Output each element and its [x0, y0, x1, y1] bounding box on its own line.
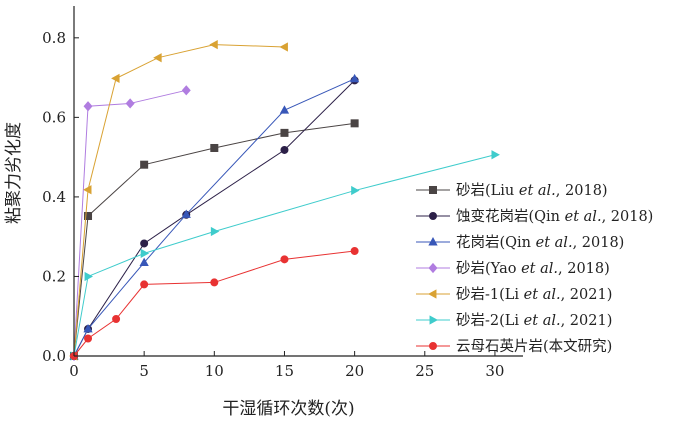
x-tick-label: 15 [275, 362, 294, 380]
legend-marker [428, 341, 437, 350]
legend-item-1: 砂岩(Liu et al., 2018) [416, 182, 608, 199]
data-point-s4-3 [125, 98, 135, 109]
series-7 [70, 246, 359, 360]
data-point-s2-3 [140, 239, 149, 248]
y-tick-label: 0.6 [42, 108, 66, 126]
plot-area [69, 39, 500, 362]
data-point-s6-6 [491, 150, 500, 160]
data-point-s5-5 [209, 39, 218, 50]
series-line-6 [73, 154, 496, 357]
series-line-7 [73, 250, 355, 357]
legend-marker [428, 185, 437, 194]
series-line-4 [73, 89, 187, 357]
data-point-s3-6 [349, 73, 360, 83]
data-point-s1-2 [84, 211, 93, 220]
data-point-s3-4 [181, 209, 191, 218]
data-point-s5-3 [111, 73, 120, 84]
legend-marker [428, 289, 437, 299]
legend-label: 砂岩-1(Li et al., 2021) [456, 286, 612, 303]
x-tick-label: 10 [205, 362, 224, 380]
data-point-s2-5 [280, 145, 289, 154]
x-tick-label: 30 [485, 362, 504, 380]
axes: 0 5 10 15 20 25 30 0.0 0.2 0.4 0.6 0.8 干湿循环次数(次) 粘聚力劣… [4, 6, 523, 419]
legend-label: 砂岩-2(Li et al., 2021) [456, 312, 612, 329]
series-6 [70, 150, 500, 361]
data-point-s4-4 [181, 85, 191, 96]
data-point-s1-3 [140, 160, 149, 169]
y-axis-title: 粘聚力劣化度 [4, 122, 24, 224]
data-point-s3-3 [139, 257, 149, 266]
data-point-s5-4 [153, 53, 162, 63]
legend-marker [428, 262, 438, 274]
data-point-s7-3 [112, 315, 121, 324]
legend-item-2: 蚀变花岗岩(Qin et al., 2018) [416, 208, 653, 225]
data-point-s6-5 [351, 185, 360, 196]
data-point-s4-2 [83, 101, 93, 112]
legend-item-5: 砂岩-1(Li et al., 2021) [416, 286, 612, 303]
x-tick-label: 0 [69, 362, 79, 380]
series-1 [70, 119, 359, 360]
data-point-s1-4 [210, 143, 219, 152]
data-point-s7-2 [84, 334, 93, 343]
legend-item-6: 砂岩-2(Li et al., 2021) [416, 312, 612, 329]
data-point-s3-2 [83, 323, 93, 333]
legend-item-7: 云母石英片岩(本文研究) [416, 337, 612, 355]
data-point-s6-3 [140, 248, 150, 259]
series-line-3 [73, 78, 355, 357]
legend-marker [428, 237, 438, 246]
legend-label: 花岗岩(Qin et al., 2018) [456, 234, 624, 251]
legend-label: 砂岩(Liu et al., 2018) [456, 182, 608, 199]
series-4 [69, 85, 191, 362]
data-point-s7-4 [140, 280, 149, 289]
data-point-s5-6 [279, 42, 288, 52]
data-point-s1-5 [280, 128, 289, 137]
series-line-2 [73, 80, 355, 357]
legend-item-4: 砂岩(Yao et al., 2018) [416, 260, 610, 277]
data-point-s6-4 [210, 226, 220, 237]
legend-label: 蚀变花岗岩(Qin et al., 2018) [456, 208, 653, 225]
legend-marker [429, 315, 438, 325]
data-point-s1-6 [350, 119, 359, 128]
x-tick-label: 5 [139, 362, 149, 380]
y-tick-label: 0.4 [42, 188, 66, 206]
data-point-s6-2 [84, 271, 94, 282]
legend-item-3: 花岗岩(Qin et al., 2018) [416, 234, 624, 251]
legend-marker [428, 211, 437, 220]
series-line-5 [73, 44, 285, 357]
series-line-1 [73, 122, 355, 357]
data-point-s7-5 [210, 278, 219, 287]
y-tick-label: 0.0 [42, 347, 66, 365]
data-point-s7-6 [280, 255, 289, 264]
x-axis-title: 干湿循环次数(次) [222, 399, 354, 419]
data-point-s7-7 [350, 246, 359, 255]
legend: 砂岩(Liu et al., 2018) 蚀变花岗岩(Qin et al., 20… [416, 182, 653, 355]
y-tick-label: 0.2 [42, 267, 66, 285]
x-tick-label: 20 [345, 362, 364, 380]
y-tick-label: 0.8 [42, 29, 66, 47]
legend-label: 砂岩(Yao et al., 2018) [456, 260, 610, 277]
x-tick-label: 25 [415, 362, 434, 380]
data-point-s5-2 [83, 185, 92, 195]
data-point-s3-5 [279, 105, 290, 114]
legend-label: 云母石英片岩(本文研究) [456, 337, 612, 355]
